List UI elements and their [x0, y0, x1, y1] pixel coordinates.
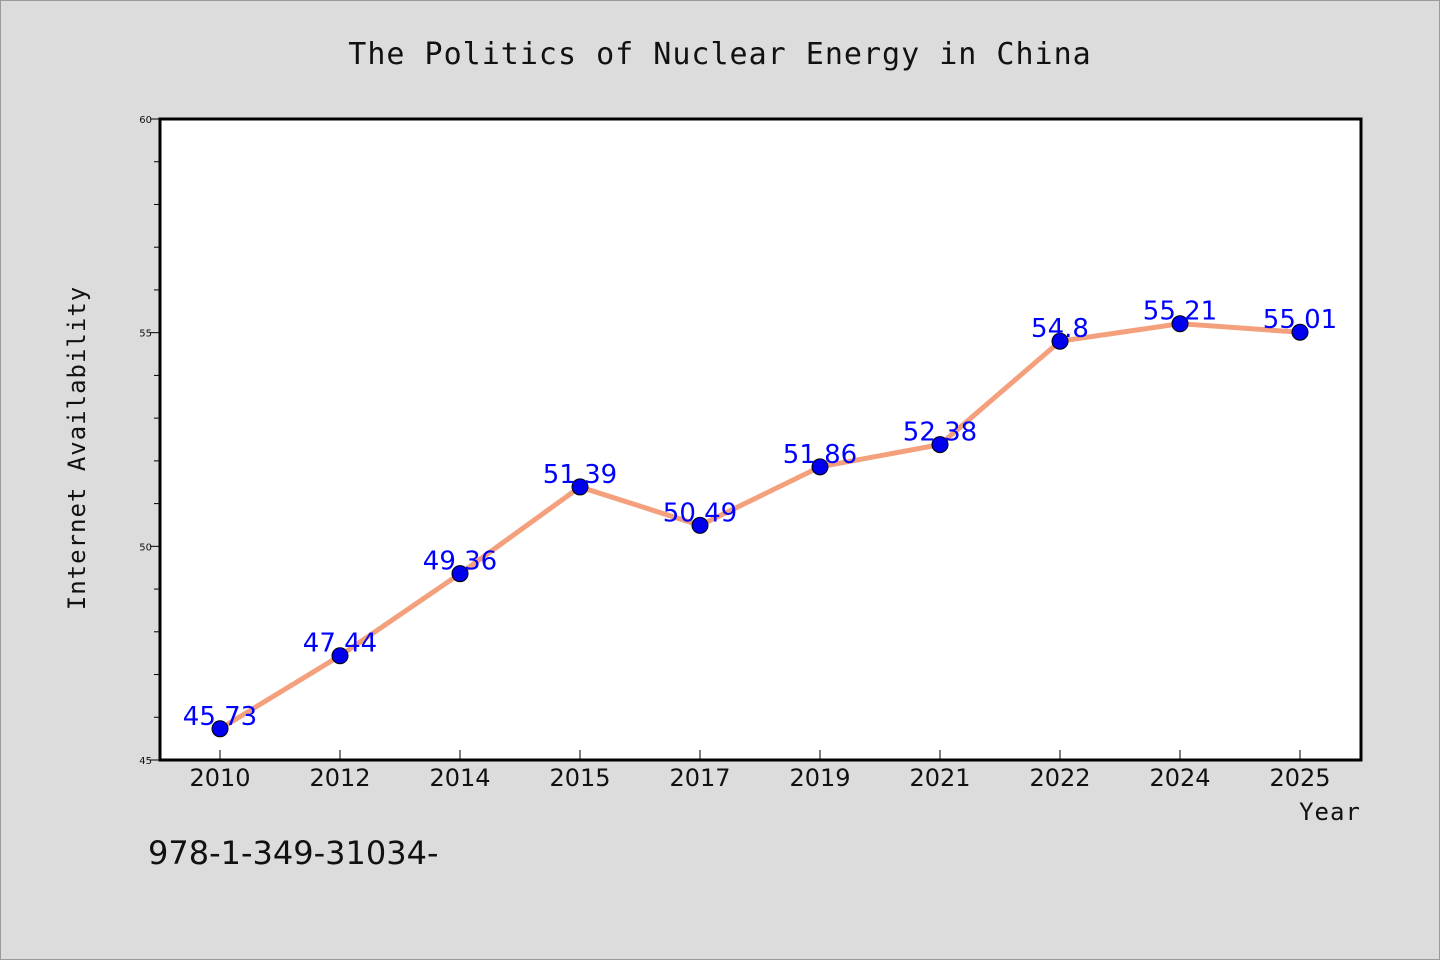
y-axis: 45 50 55 60 [139, 115, 160, 767]
x-tick-label: 2019 [789, 764, 850, 792]
y-tick-label: 45 [139, 756, 152, 767]
data-point [451, 565, 469, 583]
x-tick-label: 2015 [549, 764, 610, 792]
data-point [1051, 332, 1069, 350]
data-point [211, 720, 229, 738]
data-label: 54.8 [1031, 314, 1089, 344]
data-point [691, 516, 709, 534]
data-label: 49.36 [423, 547, 497, 577]
x-axis: 2010 2012 2014 2015 2017 2019 2021 2022 2024 2025 [189, 750, 1331, 792]
data-label: 47.44 [303, 629, 377, 659]
data-label: 55.21 [1143, 297, 1217, 327]
data-point [1291, 323, 1309, 341]
data-point [931, 436, 949, 454]
y-tick-label: 50 [139, 542, 152, 553]
chart-title: The Politics of Nuclear Energy in China [348, 37, 1091, 72]
y-tick-label: 60 [139, 115, 152, 126]
isbn-text: 978-1-349-31034- [148, 834, 439, 872]
data-point [571, 478, 589, 496]
data-point [1171, 315, 1189, 333]
x-tick-label: 2014 [429, 764, 490, 792]
data-label: 50.49 [663, 498, 737, 528]
x-tick-label: 2012 [309, 764, 370, 792]
data-label: 51.39 [543, 460, 617, 490]
x-axis-label: Year [1299, 798, 1361, 826]
x-tick-label: 2017 [669, 764, 730, 792]
plot-area [158, 117, 1363, 762]
data-label: 55.01 [1263, 305, 1337, 335]
x-tick-label: 2024 [1149, 764, 1210, 792]
data-point [331, 647, 349, 665]
y-tick-label: 55 [139, 329, 152, 340]
x-tick-label: 2021 [909, 764, 970, 792]
data-label: 52.38 [903, 418, 977, 448]
data-labels: 45.73 47.44 49.36 51.39 50.49 51.86 52.38 54.8 5… [183, 297, 1337, 732]
x-tick-label: 2025 [1269, 764, 1330, 792]
y-axis-label: Internet Availability [63, 286, 91, 610]
data-label: 45.73 [183, 702, 257, 732]
x-tick-label: 2010 [189, 764, 250, 792]
data-markers [211, 315, 1309, 738]
x-tick-label: 2022 [1029, 764, 1090, 792]
series-line [217, 321, 1303, 732]
data-point [811, 458, 829, 476]
data-label: 51.86 [783, 440, 857, 470]
